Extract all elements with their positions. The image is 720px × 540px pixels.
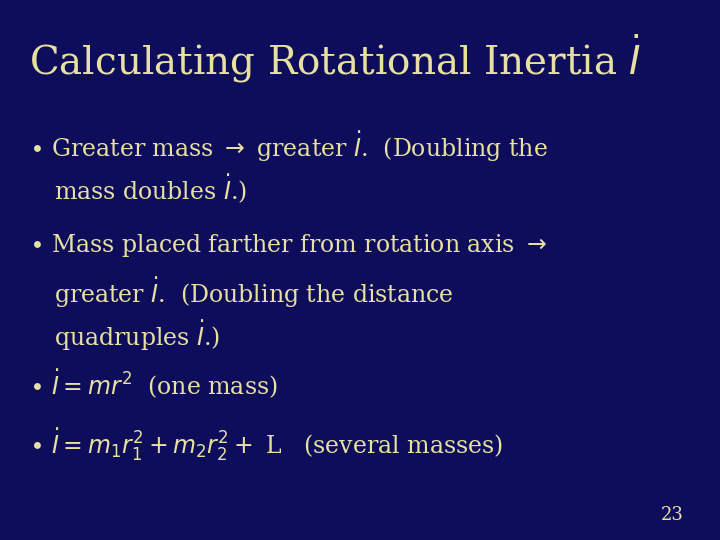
Text: mass doubles $\dot{I}$.): mass doubles $\dot{I}$.) [54,173,247,206]
Text: quadruples $\dot{I}$.): quadruples $\dot{I}$.) [54,319,220,353]
Text: $\bullet$ Greater mass $\rightarrow$ greater $\dot{I}$.  (Doubling the: $\bullet$ Greater mass $\rightarrow$ gre… [29,130,548,164]
Text: $\bullet$ Mass placed farther from rotation axis $\rightarrow$: $\bullet$ Mass placed farther from rotat… [29,232,546,259]
Text: 23: 23 [661,506,684,524]
Text: $\bullet$ $\dot{I} = mr^2$  (one mass): $\bullet$ $\dot{I} = mr^2$ (one mass) [29,367,277,401]
Text: $\bullet$ $\dot{I} = m_1r_1^2 + m_2r_2^2 +$ L   (several masses): $\bullet$ $\dot{I} = m_1r_1^2 + m_2r_2^2… [29,427,503,463]
Text: greater $\dot{I}$.  (Doubling the distance: greater $\dot{I}$. (Doubling the distanc… [54,275,454,310]
Text: Calculating Rotational Inertia $\dot{I}$: Calculating Rotational Inertia $\dot{I}$ [29,32,641,85]
